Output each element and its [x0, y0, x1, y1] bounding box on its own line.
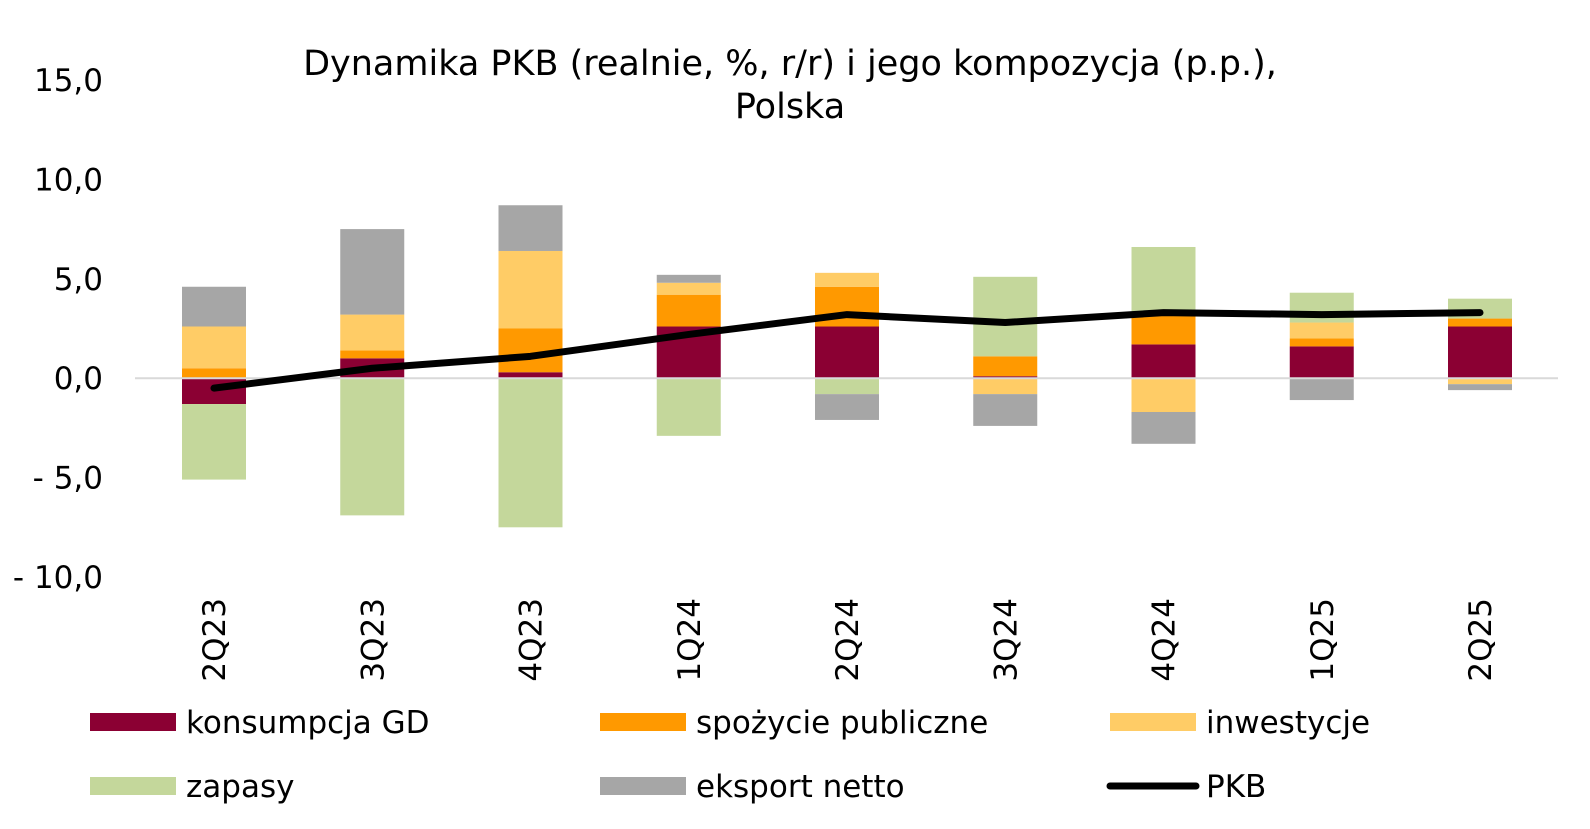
bar-eksport-netto-2q24	[815, 394, 879, 420]
bar-eksport-netto-3q23	[340, 229, 405, 315]
bar-zapasy-2q24	[815, 378, 879, 395]
y-tick-label: 5,0	[54, 262, 103, 298]
y-tick-label: 0,0	[54, 361, 103, 397]
bar-eksport-netto-1q25	[1289, 378, 1354, 401]
bar-zapasy-4q24	[1131, 246, 1196, 313]
x-axis-tick-labels: 2Q23 3Q23 4Q23 1Q24 2Q24 3Q24 4Q24 1Q25 2Q25	[197, 598, 1499, 682]
bar-eksport-netto-2q25	[1448, 384, 1512, 391]
chart-title: Dynamika PKB (realnie, %, r/r) i jego ko…	[303, 44, 1277, 127]
x-tick-label: 2Q23	[197, 598, 233, 682]
bar-konsumpcja-gd-1q25	[1289, 346, 1354, 379]
bar-inwestycje-3q23	[340, 314, 405, 351]
chart-title-line-1: Dynamika PKB (realnie, %, r/r) i jego ko…	[303, 44, 1277, 84]
y-axis-tick-labels: 15,0 10,0 5,0 0,0 - 5,0 - 10,0	[13, 63, 103, 596]
x-tick-label: 2Q24	[830, 598, 866, 682]
bar-zapasy-3q24	[973, 276, 1038, 357]
bar-inwestycje-1q25	[1289, 322, 1354, 339]
bar-konsumpcja-gd-2q24	[815, 326, 879, 379]
bar-eksport-netto-4q24	[1131, 411, 1196, 444]
bar-zapasy-4q23	[498, 378, 563, 528]
y-tick-label: - 10,0	[13, 560, 103, 596]
x-tick-label: 1Q24	[672, 598, 708, 682]
bar-konsumpcja-gd-4q24	[1131, 344, 1196, 379]
bar-spozycie-publiczne-2q25	[1448, 318, 1512, 327]
bar-spozycie-publiczne-1q24	[656, 294, 721, 327]
y-tick-label: 15,0	[34, 63, 103, 99]
x-tick-label: 4Q23	[514, 598, 550, 682]
x-tick-label: 3Q23	[355, 598, 391, 682]
legend-label: eksport netto	[696, 769, 905, 805]
bar-eksport-netto-2q23	[182, 286, 246, 327]
bar-eksport-netto-1q24	[656, 274, 721, 283]
bar-inwestycje-2q23	[182, 326, 246, 369]
bar-konsumpcja-gd-2q25	[1448, 326, 1512, 379]
bar-zapasy-2q23	[182, 404, 246, 480]
legend-item-konsumpcja-gd: konsumpcja GD	[90, 705, 430, 741]
bar-inwestycje-2q24	[815, 272, 879, 287]
legend-swatch	[90, 713, 176, 731]
legend-swatch	[90, 777, 176, 795]
legend-swatch	[600, 777, 686, 795]
pkb-line	[210, 309, 1484, 392]
bar-spozycie-publiczne-4q24	[1131, 312, 1196, 345]
bar-eksport-netto-3q24	[973, 394, 1038, 426]
bar-inwestycje-3q24	[973, 378, 1038, 395]
bar-konsumpcja-gd-4q23	[498, 372, 563, 379]
chart-title-line-2: Polska	[735, 87, 845, 127]
legend-label: inwestycje	[1206, 705, 1370, 741]
bar-spozycie-publiczne-1q25	[1289, 338, 1354, 347]
legend-label: konsumpcja GD	[186, 705, 430, 741]
x-tick-label: 3Q24	[988, 598, 1024, 682]
legend-label: PKB	[1206, 769, 1266, 805]
legend-item-zapasy: zapasy	[90, 769, 294, 805]
bar-zapasy-3q23	[340, 378, 405, 516]
bar-spozycie-publiczne-3q23	[340, 350, 405, 359]
legend-label: zapasy	[186, 769, 294, 805]
x-tick-label: 1Q25	[1305, 598, 1341, 682]
pkb-line-layer	[210, 309, 1484, 392]
y-tick-label: 10,0	[34, 162, 103, 198]
x-tick-label: 4Q24	[1147, 598, 1183, 682]
bar-inwestycje-4q24	[1131, 378, 1196, 412]
y-tick-label: - 5,0	[33, 461, 103, 497]
legend-swatch	[1110, 713, 1196, 731]
legend-item-pkb: PKB	[1106, 769, 1266, 805]
bar-spozycie-publiczne-3q24	[973, 356, 1038, 377]
bar-zapasy-1q24	[656, 378, 721, 436]
bar-inwestycje-1q24	[656, 282, 721, 295]
legend: konsumpcja GD spożycie publiczne inwestycj…	[90, 705, 1370, 805]
legend-item-eksport-netto: eksport netto	[600, 769, 905, 805]
legend-label: spożycie publiczne	[696, 705, 988, 741]
bar-spozycie-publiczne-2q23	[182, 368, 246, 379]
bar-inwestycje-2q25	[1448, 378, 1512, 385]
legend-item-spozycie-publiczne: spożycie publiczne	[600, 705, 988, 741]
bar-eksport-netto-4q23	[498, 205, 563, 251]
x-tick-label: 2Q25	[1463, 598, 1499, 682]
legend-swatch	[600, 713, 686, 731]
bar-inwestycje-4q23	[498, 250, 563, 329]
legend-item-inwestycje: inwestycje	[1110, 705, 1370, 741]
